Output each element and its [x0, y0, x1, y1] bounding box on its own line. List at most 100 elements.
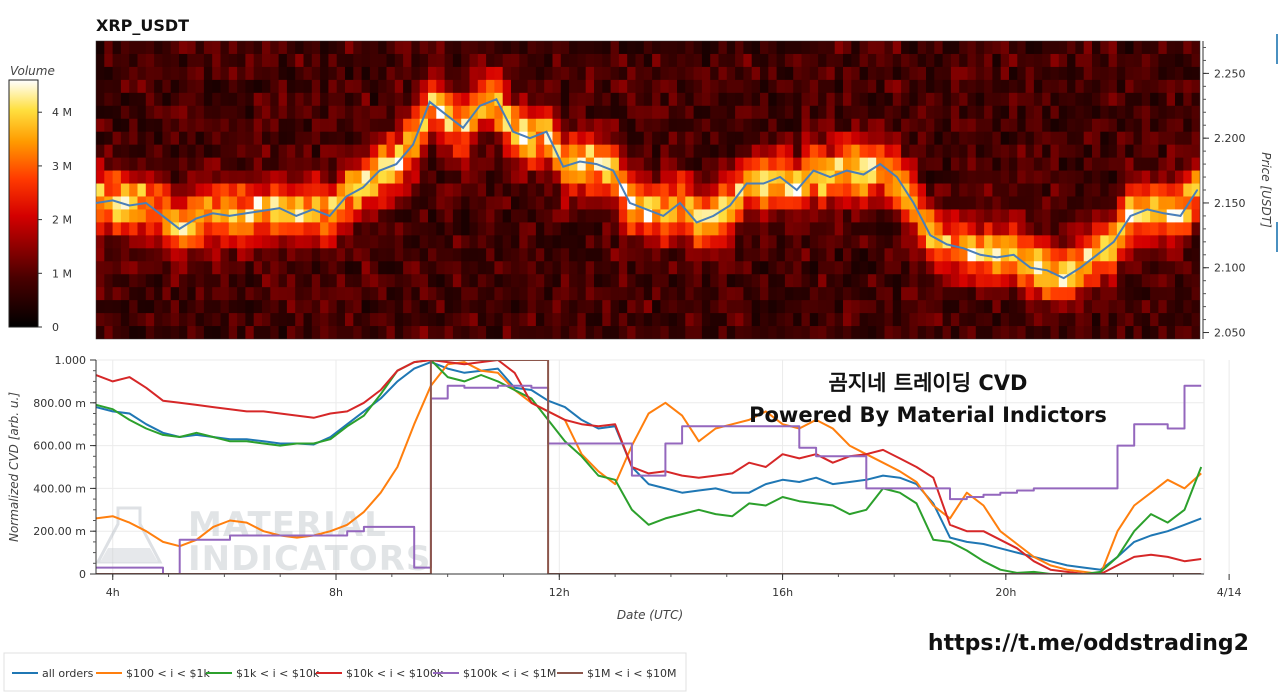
heatmap-cell	[179, 222, 188, 236]
heatmap-cell	[768, 326, 777, 339]
heatmap-cell	[1100, 66, 1109, 81]
heatmap-cell	[1083, 196, 1093, 210]
heatmap-cell	[228, 157, 238, 171]
heatmap-cell	[519, 209, 528, 223]
heatmap-cell	[245, 66, 255, 81]
heatmap-cell	[345, 118, 354, 133]
heatmap-cell	[984, 235, 993, 249]
legend-item[interactable]: $1M < i < $10M	[557, 667, 676, 680]
heatmap-cell	[1141, 300, 1151, 314]
heatmap-cell	[1075, 300, 1085, 314]
heatmap-cell	[1166, 79, 1176, 94]
legend-item[interactable]: all orders	[12, 667, 94, 680]
heatmap-cell	[1042, 79, 1051, 94]
heatmap-cell	[1108, 53, 1118, 68]
heatmap-cell	[577, 157, 587, 171]
heatmap-cell	[469, 41, 479, 55]
legend-item[interactable]: $10k < i < $100k	[316, 667, 444, 680]
heatmap-cell	[668, 118, 678, 133]
heatmap-cell	[320, 105, 329, 120]
heatmap-cell	[112, 287, 122, 301]
heatmap-cell	[129, 131, 138, 146]
heatmap-cell	[403, 235, 412, 249]
telegram-link[interactable]: https://t.me/oddstrading2	[928, 631, 1249, 656]
heatmap-cell	[212, 118, 221, 133]
legend-label: $100 < i < $1k	[126, 667, 210, 680]
heatmap-cell	[569, 41, 578, 55]
heatmap-cell	[1009, 196, 1018, 210]
heatmap-cell	[228, 41, 238, 55]
heatmap-cell	[378, 118, 387, 133]
price-point	[712, 215, 715, 217]
heatmap-cell	[278, 313, 288, 327]
heatmap-cell	[1191, 222, 1200, 236]
heatmap-cell	[884, 92, 894, 107]
heatmap-cell	[1058, 222, 1068, 236]
heatmap-cell	[1133, 183, 1143, 197]
heatmap-cell	[942, 144, 952, 159]
heatmap-cell	[519, 300, 528, 314]
legend-item[interactable]: $1k < i < $10k	[206, 667, 320, 680]
heatmap-cell	[1017, 41, 1026, 55]
heatmap-cell	[668, 66, 678, 81]
heatmap-cell	[751, 209, 761, 223]
heatmap-cell	[345, 41, 354, 55]
price-point	[395, 163, 398, 165]
heatmap-cell	[303, 248, 313, 262]
heatmap-cell	[145, 66, 155, 81]
heatmap-cell	[511, 287, 520, 301]
heatmap-cell	[237, 261, 246, 275]
heatmap-cell	[859, 144, 869, 159]
heatmap-cell	[353, 66, 362, 81]
heatmap-cell	[942, 313, 952, 327]
heatmap-cell	[560, 41, 570, 55]
heatmap-cell	[361, 209, 371, 223]
heatmap-cell	[892, 326, 902, 339]
heatmap-cell	[975, 287, 985, 301]
heatmap-cell	[129, 79, 138, 94]
heatmap-cell	[826, 196, 836, 210]
heatmap-cell	[278, 144, 288, 159]
heatmap-cell	[428, 92, 437, 107]
heatmap-cell	[411, 326, 421, 339]
heatmap-cell	[411, 105, 421, 120]
heatmap-cell	[1158, 287, 1168, 301]
heatmap-cell	[187, 300, 196, 314]
heatmap-cell	[594, 66, 603, 81]
price-point	[979, 254, 982, 256]
heatmap-cell	[843, 313, 852, 327]
heatmap-cell	[552, 131, 562, 146]
heatmap-cell	[336, 261, 346, 275]
heatmap-cell	[926, 170, 935, 184]
heatmap-cell	[228, 92, 238, 107]
heatmap-cell	[1141, 53, 1151, 68]
heatmap-cell	[270, 261, 279, 275]
heatmap-cell	[328, 222, 338, 236]
heatmap-cell	[643, 53, 653, 68]
legend-item[interactable]: $100 < i < $1k	[96, 667, 210, 680]
heatmap-cell	[635, 287, 645, 301]
heatmap-cell	[1141, 222, 1151, 236]
heatmap-cell	[1183, 287, 1192, 301]
heatmap-cell	[1058, 248, 1068, 262]
heatmap-cell	[934, 313, 943, 327]
heatmap-cell	[560, 183, 570, 197]
heatmap-cell	[212, 66, 221, 81]
heatmap-cell	[1158, 170, 1168, 184]
heatmap-cell	[1116, 261, 1126, 275]
heatmap-cell	[726, 287, 736, 301]
legend-item[interactable]: $100k < i < $1M	[433, 667, 556, 680]
heatmap-cell	[618, 222, 628, 236]
heatmap-cell	[477, 66, 487, 81]
heatmap-cell	[784, 183, 794, 197]
heatmap-cell	[1058, 105, 1068, 120]
heatmap-cell	[112, 183, 122, 197]
heatmap-cell	[1133, 196, 1143, 210]
heatmap-cell	[112, 196, 122, 210]
heatmap-cell	[286, 248, 296, 262]
heatmap-cell	[784, 41, 794, 55]
heatmap-cell	[1050, 183, 1060, 197]
heatmap-cell	[917, 326, 927, 339]
heatmap-cell	[1067, 261, 1076, 275]
heatmap-cell	[461, 92, 470, 107]
